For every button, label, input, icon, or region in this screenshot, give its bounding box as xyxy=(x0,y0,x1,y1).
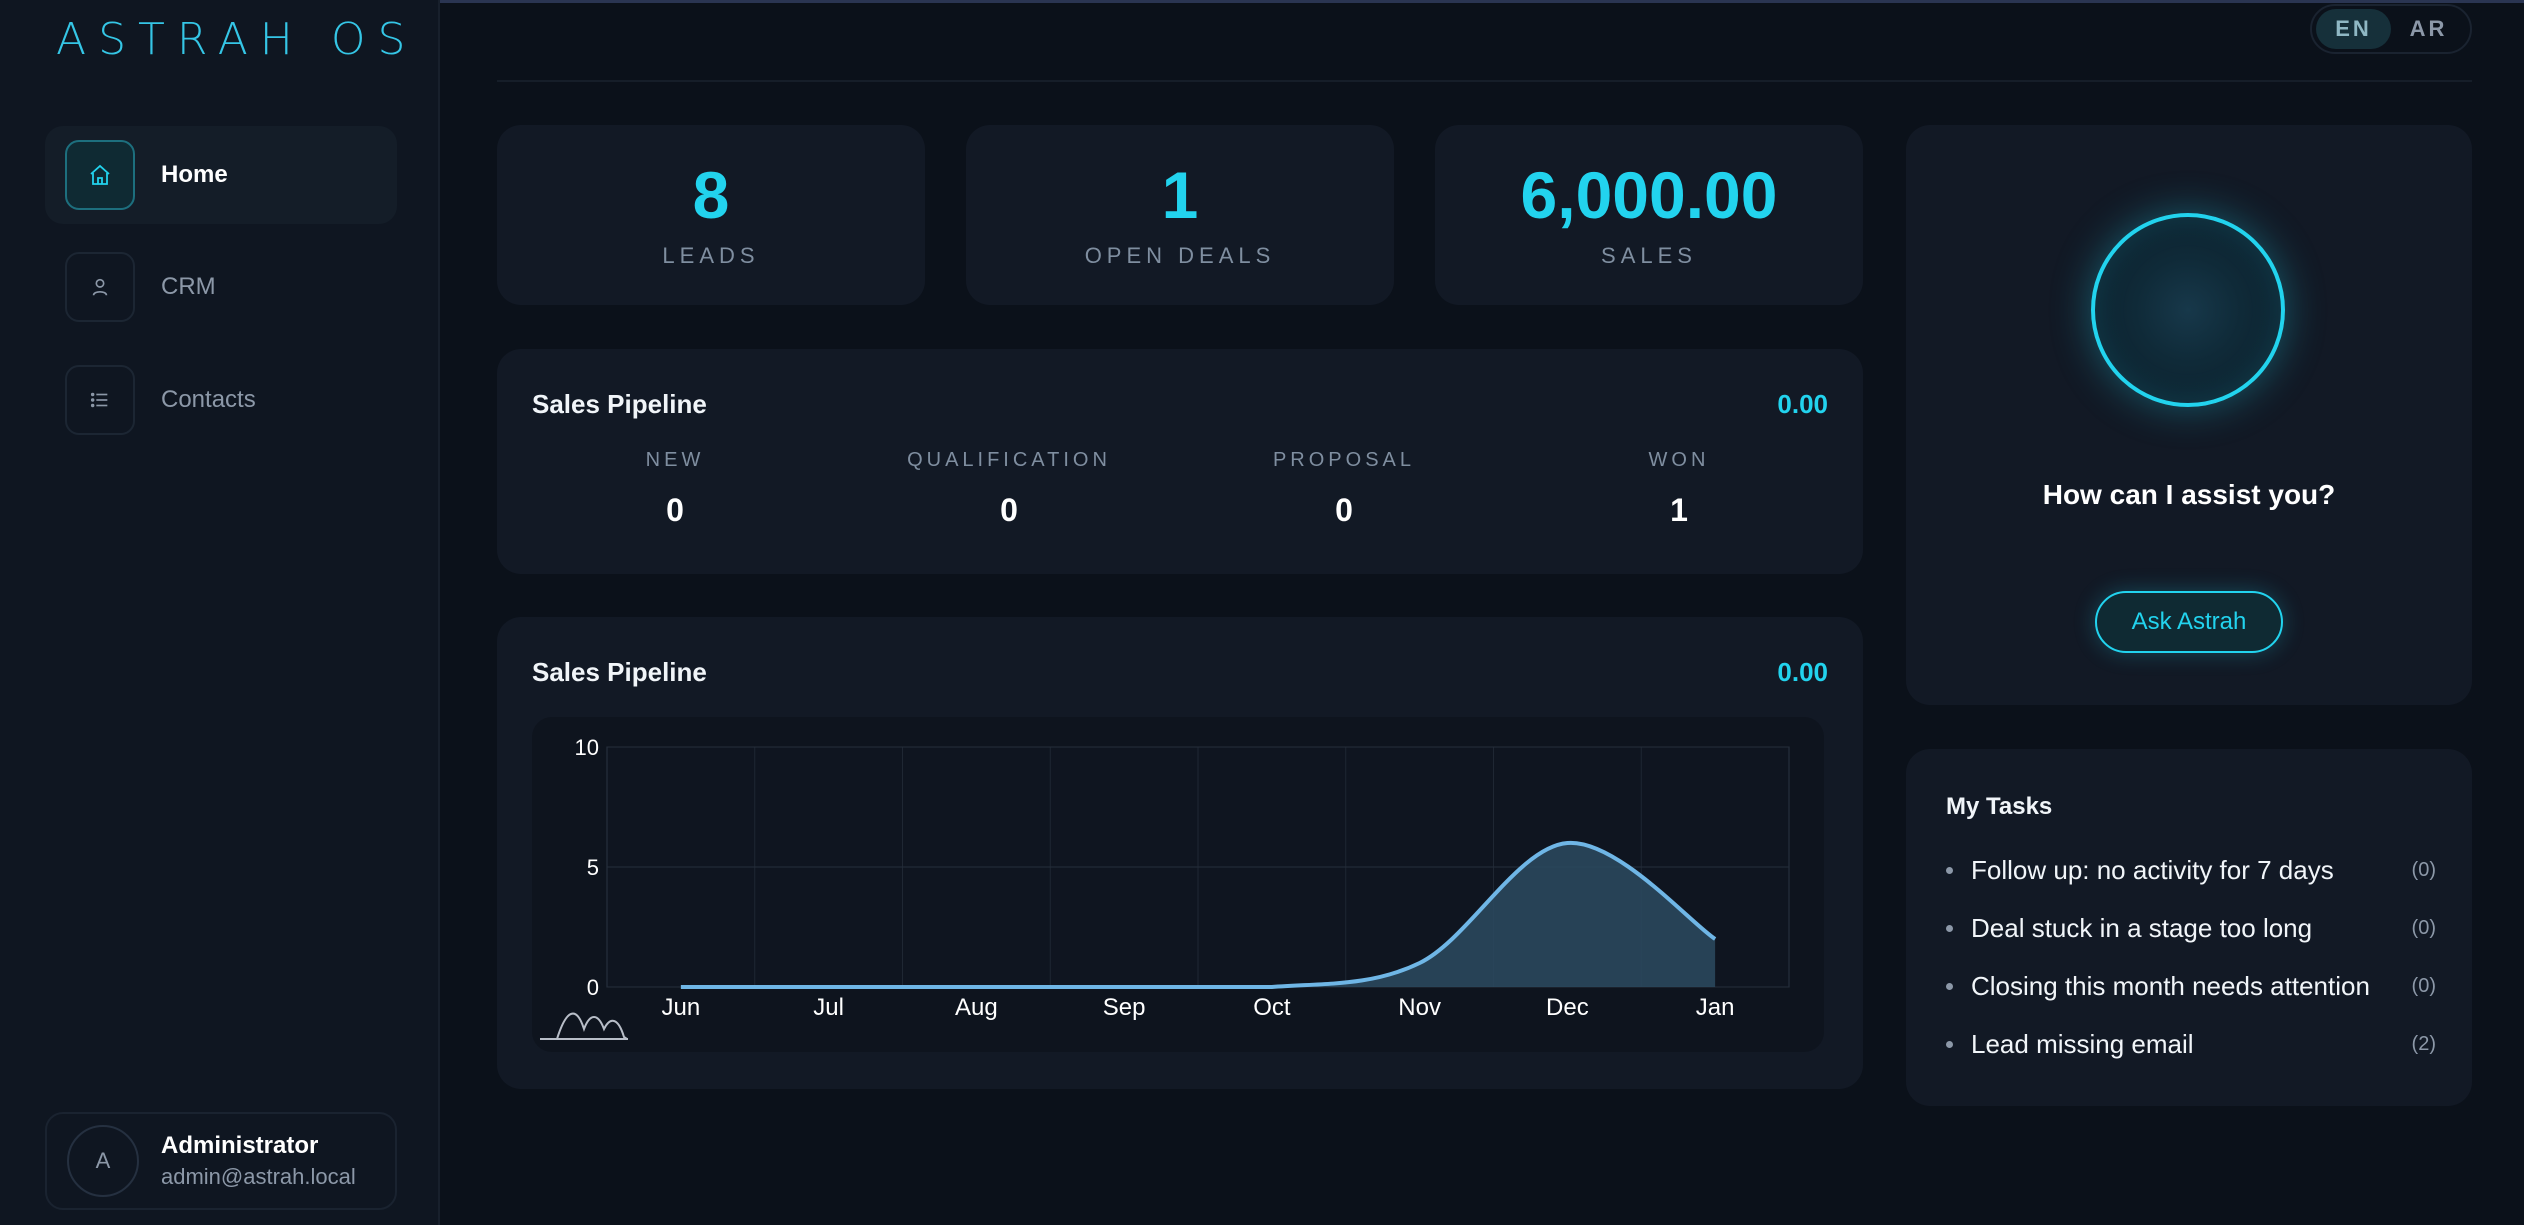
task-item[interactable]: Deal stuck in a stage too long (0) xyxy=(1946,913,2436,944)
user-email: admin@astrah.local xyxy=(161,1164,356,1189)
sidebar: ASTRAH OS Home CRM xyxy=(0,0,440,1225)
task-count: (0) xyxy=(2411,975,2436,997)
brand-logo[interactable]: ASTRAH OS xyxy=(56,14,418,65)
stage-label: NEW xyxy=(645,449,705,471)
stage-count: 0 xyxy=(666,492,684,528)
bullet xyxy=(1946,867,1953,874)
kpi-card-leads: 8 LEADS xyxy=(497,125,925,305)
assistant-card: How can I assist you? Ask Astrah xyxy=(1906,125,2472,705)
x-tick-label: Sep xyxy=(1103,994,1146,1021)
card-title: Sales Pipeline xyxy=(532,389,707,419)
x-tick-label: Dec xyxy=(1546,994,1589,1021)
task-count: (2) xyxy=(2411,1033,2436,1055)
ask-astrah-button[interactable]: Ask Astrah xyxy=(2095,591,2283,653)
x-tick-label: Jun xyxy=(662,994,701,1021)
stage-count: 0 xyxy=(1335,492,1353,528)
kpi-label: SALES xyxy=(1601,243,1697,268)
language-toggle: EN AR xyxy=(2310,4,2472,54)
sidebar-item-label: Home xyxy=(161,161,228,188)
y-tick-label: 10 xyxy=(575,735,599,760)
assistant-question: How can I assist you? xyxy=(2042,479,2336,510)
task-count: (0) xyxy=(2411,917,2436,939)
kpi-value: 1 xyxy=(1161,158,1199,232)
tasks-title: My Tasks xyxy=(1946,793,2053,820)
bullet xyxy=(1946,983,1953,990)
pipeline-stages-card: Sales Pipeline 0.00 NEW 0 QUALIFICATION … xyxy=(497,349,1863,574)
tasks-card: My Tasks Follow up: no activity for 7 da… xyxy=(1906,749,2472,1106)
series-line xyxy=(680,840,1717,989)
card-title: Sales Pipeline xyxy=(532,657,707,687)
kpi-label: LEADS xyxy=(662,243,760,268)
avatar: A xyxy=(67,1125,139,1197)
task-text: Follow up: no activity for 7 days xyxy=(1971,855,2334,885)
sidebar-item-home[interactable]: Home xyxy=(45,126,397,224)
x-tick-label: Aug xyxy=(955,994,998,1021)
task-item[interactable]: Follow up: no activity for 7 days (0) xyxy=(1946,855,2436,886)
user-profile-card[interactable]: A Administrator admin@astrah.local xyxy=(45,1112,397,1210)
stage-count: 0 xyxy=(1000,492,1018,528)
pipeline-chart-amount: 0.00 xyxy=(1777,657,1828,687)
stage-proposal[interactable]: PROPOSAL 0 xyxy=(1176,449,1512,529)
pipeline-amount: 0.00 xyxy=(1777,389,1828,419)
stage-label: PROPOSAL xyxy=(1272,449,1416,471)
pipeline-area-chart: 0 5 10 Jun Jul Aug Sep Oct Nov Dec Jan xyxy=(540,735,1790,1040)
header-divider xyxy=(497,80,2472,82)
assistant-orb[interactable] xyxy=(2091,213,2285,407)
task-text: Deal stuck in a stage too long xyxy=(1971,913,2313,943)
pipeline-chart-card: Sales Pipeline 0.00 0 5 10 Jun Jul Aug Sep Oct N… xyxy=(497,617,1863,1089)
task-item[interactable]: Lead missing email (2) xyxy=(1946,1029,2436,1060)
task-text: Lead missing email xyxy=(1971,1029,2194,1059)
lang-en-button[interactable]: EN xyxy=(2316,9,2391,49)
chart-area: 0 5 10 Jun Jul Aug Sep Oct Nov Dec Jan xyxy=(532,717,1824,1052)
kpi-card-sales: 6,000.00 SALES xyxy=(1435,125,1863,305)
series-area xyxy=(680,842,1716,987)
kpi-value: 6,000.00 xyxy=(1520,158,1778,232)
y-tick-label: 0 xyxy=(587,975,599,1000)
x-tick-label: Jan xyxy=(1696,994,1735,1021)
user-text: Administrator admin@astrah.local xyxy=(161,1132,356,1190)
stage-label: WON xyxy=(1648,449,1710,471)
kpi-label: OPEN DEALS xyxy=(1084,243,1276,268)
x-tick-label: Oct xyxy=(1253,994,1291,1021)
lang-ar-button[interactable]: AR xyxy=(2409,16,2448,41)
stage-count: 1 xyxy=(1670,492,1688,528)
bullet xyxy=(1946,1041,1953,1048)
list-icon xyxy=(65,365,135,435)
x-tick-label: Nov xyxy=(1398,994,1441,1021)
sidebar-item-label: Contacts xyxy=(161,386,256,413)
task-text: Closing this month needs attention xyxy=(1971,971,2370,1001)
user-name: Administrator xyxy=(161,1132,319,1159)
task-count: (0) xyxy=(2411,859,2436,881)
top-border xyxy=(0,0,2524,3)
chart-logo-icon xyxy=(542,1012,628,1040)
home-icon xyxy=(65,140,135,210)
stage-qualification[interactable]: QUALIFICATION 0 xyxy=(841,449,1177,529)
y-tick-label: 5 xyxy=(587,855,599,880)
stage-new[interactable]: NEW 0 xyxy=(507,449,843,529)
x-tick-label: Jul xyxy=(813,994,844,1021)
sidebar-item-contacts[interactable]: Contacts xyxy=(45,351,397,449)
kpi-value: 8 xyxy=(692,158,730,232)
sidebar-item-label: CRM xyxy=(161,273,216,300)
stage-won[interactable]: WON 1 xyxy=(1511,449,1847,529)
sidebar-item-crm[interactable]: CRM xyxy=(45,238,397,336)
person-icon xyxy=(65,252,135,322)
stage-label: QUALIFICATION xyxy=(907,449,1111,471)
kpi-card-open-deals: 1 OPEN DEALS xyxy=(966,125,1394,305)
task-item[interactable]: Closing this month needs attention (0) xyxy=(1946,971,2436,1002)
bullet xyxy=(1946,925,1953,932)
